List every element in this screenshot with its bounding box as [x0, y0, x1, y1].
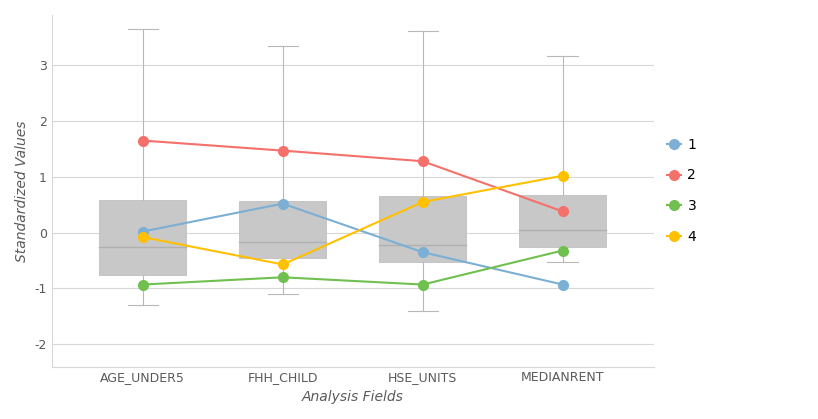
- 1: [558, 282, 568, 287]
- Bar: [380, 197, 466, 262]
- Line: 4: 4: [138, 171, 568, 269]
- 3: [138, 282, 148, 287]
- 4: [558, 173, 568, 178]
- Bar: [240, 201, 326, 258]
- 4: [138, 235, 148, 240]
- 1: [418, 250, 428, 255]
- 3: [278, 275, 288, 280]
- 2: [278, 148, 288, 153]
- 3: [558, 248, 568, 253]
- 3: [418, 282, 428, 287]
- 4: [418, 199, 428, 204]
- Legend: 1, 2, 3, 4: 1, 2, 3, 4: [667, 138, 696, 244]
- Line: 1: 1: [138, 199, 568, 290]
- 2: [558, 209, 568, 214]
- 1: [138, 229, 148, 234]
- 4: [278, 262, 288, 267]
- Line: 3: 3: [138, 246, 568, 290]
- Line: 2: 2: [138, 136, 568, 216]
- 1: [278, 201, 288, 206]
- Bar: [99, 200, 187, 274]
- 2: [138, 138, 148, 143]
- 2: [418, 159, 428, 164]
- Bar: [519, 195, 606, 247]
- X-axis label: Analysis Fields: Analysis Fields: [302, 390, 403, 404]
- Y-axis label: Standardized Values: Standardized Values: [15, 120, 29, 261]
